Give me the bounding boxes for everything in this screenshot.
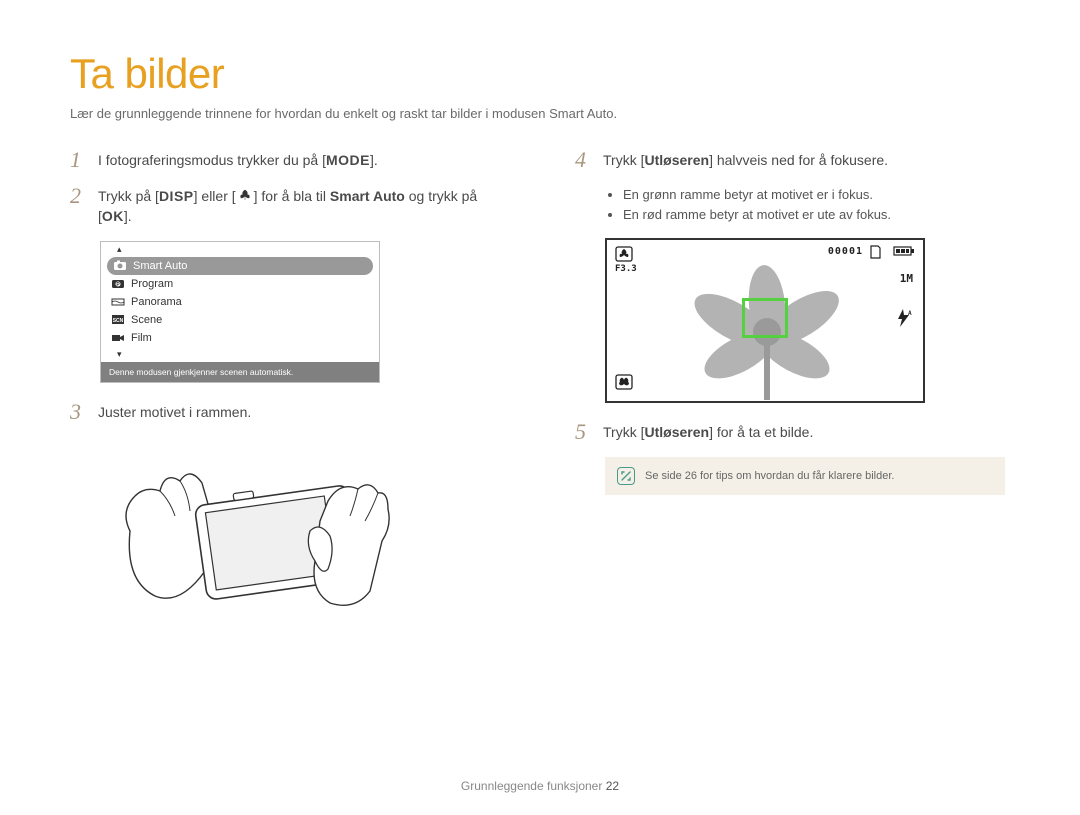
s1-prefix: I fotograferingsmodus trykker du på [ — [98, 152, 326, 168]
sd-card-icon — [869, 245, 881, 262]
tip-icon — [617, 467, 635, 485]
bullet-red: En rød ramme betyr at motivet er ute av … — [623, 205, 1010, 225]
step-5-text: Trykk [Utløseren] for å ta et bilde. — [603, 421, 813, 443]
tip-text: Se side 26 for tips om hvordan du får kl… — [645, 470, 894, 482]
step-3: 3 Juster motivet i rammen. — [70, 401, 505, 423]
panorama-icon — [111, 296, 125, 308]
mode-item-program: P Program — [101, 275, 379, 293]
macro-icon — [238, 188, 252, 208]
s2-prefix: Trykk på [ — [98, 188, 159, 204]
lcd-focus-screenshot: F3.3 00001 1M A — [605, 238, 925, 403]
step-number: 3 — [70, 401, 88, 423]
s4-prefix: Trykk [ — [603, 152, 644, 168]
page-number: 22 — [606, 779, 619, 793]
s5-suffix: ] for å ta et bilde. — [709, 424, 813, 440]
stabilizer-icon — [615, 374, 633, 393]
footer-section: Grunnleggende funksjoner — [461, 779, 602, 793]
camera-hands-illustration — [110, 441, 390, 641]
step-2: 2 Trykk på [DISP] eller [ ] for å bla til… — [70, 185, 505, 227]
s4-suffix: ] halvveis ned for å fokusere. — [709, 152, 888, 168]
mode-label: Panorama — [131, 296, 182, 308]
shutter-label: Utløseren — [644, 424, 709, 440]
bullet-green: En grønn ramme betyr at motivet er i fok… — [623, 185, 1010, 205]
step-5: 5 Trykk [Utløseren] for å ta et bilde. — [575, 421, 1010, 443]
step-number: 5 — [575, 421, 593, 443]
step-4-bullets: En grønn ramme betyr at motivet er i fok… — [609, 185, 1010, 224]
step-4: 4 Trykk [Utløseren] halvveis ned for å f… — [575, 149, 1010, 171]
s1-suffix: ]. — [370, 152, 378, 168]
mode-item-film: Film — [101, 329, 379, 347]
step-number: 2 — [70, 185, 88, 207]
mode-label: Scene — [131, 314, 162, 326]
step-number: 1 — [70, 149, 88, 171]
macro-osd-icon — [615, 246, 633, 265]
mode-item-panorama: Panorama — [101, 293, 379, 311]
flash-auto-icon: A — [895, 308, 913, 331]
step-3-text: Juster motivet i rammen. — [98, 401, 251, 423]
focus-box — [742, 298, 788, 338]
disp-button-label: DISP — [159, 188, 194, 204]
s5-prefix: Trykk [ — [603, 424, 644, 440]
mode-item-scene: SCN Scene — [101, 311, 379, 329]
mode-menu-footer: Denne modusen gjenkjenner scenen automat… — [101, 362, 379, 382]
menu-arrow-up-icon: ▴ — [101, 242, 379, 257]
page-footer: Grunnleggende funksjoner 22 — [0, 779, 1080, 793]
mode-menu-screenshot: ▴ Smart Auto P Program Panorama SCN Scen… — [100, 241, 380, 383]
step-4-text: Trykk [Utløseren] halvveis ned for å fok… — [603, 149, 888, 171]
ok-button-label: OK — [102, 208, 124, 224]
size-indicator-osd: 1M — [900, 272, 913, 285]
step-1: 1 I fotograferingsmodus trykker du på [M… — [70, 149, 505, 171]
s2-mid2: ] for å bla til — [254, 188, 330, 204]
battery-icon — [893, 245, 915, 260]
step-2-text: Trykk på [DISP] eller [ ] for å bla til S… — [98, 185, 505, 227]
page-subtitle: Lær de grunnleggende trinnene for hvorda… — [70, 106, 1010, 121]
f-number-osd: F3.3 — [615, 264, 637, 274]
s2-mid1: ] eller [ — [194, 188, 236, 204]
mode-label: Film — [131, 332, 152, 344]
left-column: 1 I fotograferingsmodus trykker du på [M… — [70, 149, 505, 641]
menu-arrow-down-icon: ▾ — [101, 347, 379, 362]
step-number: 4 — [575, 149, 593, 171]
mode-label: Program — [131, 278, 173, 290]
smart-auto-label: Smart Auto — [330, 188, 405, 204]
program-icon: P — [111, 278, 125, 290]
mode-button-label: MODE — [326, 152, 370, 168]
svg-text:SCN: SCN — [113, 318, 124, 324]
smart-auto-icon — [113, 260, 127, 272]
shutter-label: Utløseren — [644, 152, 709, 168]
film-icon — [111, 332, 125, 344]
step-1-text: I fotograferingsmodus trykker du på [MOD… — [98, 149, 378, 171]
content-columns: 1 I fotograferingsmodus trykker du på [M… — [70, 149, 1010, 641]
scene-icon: SCN — [111, 314, 125, 326]
mode-item-smart-auto: Smart Auto — [107, 257, 373, 275]
mode-label: Smart Auto — [133, 260, 187, 272]
page-title: Ta bilder — [70, 50, 1010, 98]
svg-text:A: A — [908, 310, 912, 317]
s2-suffix: ]. — [124, 208, 132, 224]
right-column: 4 Trykk [Utløseren] halvveis ned for å f… — [575, 149, 1010, 641]
tip-note: Se side 26 for tips om hvordan du får kl… — [605, 457, 1005, 495]
